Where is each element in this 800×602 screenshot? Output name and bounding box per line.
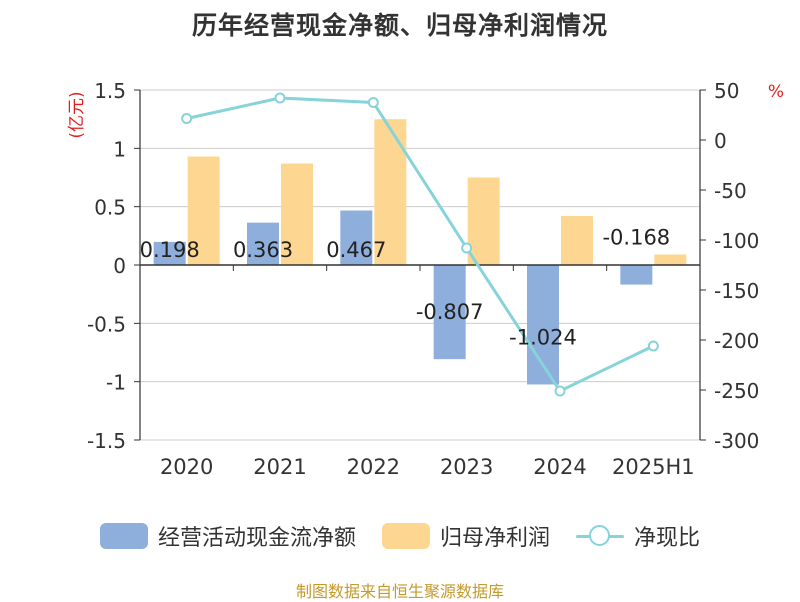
bar-series [153,119,687,385]
x-axis-tick-label: 2023 [440,455,493,479]
left-axis-tick-label: 0.5 [94,196,126,220]
x-axis-tick-label: 2025H1 [612,455,695,479]
bar-cash-flow [620,265,653,285]
legend-item-ratio[interactable]: 净现比 [576,520,700,552]
legend-item-cash[interactable]: 经营活动现金流净额 [99,520,356,552]
left-axis-tick-label: -1.5 [87,429,126,453]
right-axis-unit: % [768,82,784,102]
data-label-cash-flow: -0.168 [602,226,670,250]
x-axis-tick-label: 2020 [160,455,213,479]
right-axis-tick-label: -100 [714,229,759,253]
grid-lines [140,89,700,441]
x-axis-tick-label: 2022 [347,455,400,479]
x-axis-tick-label: 2021 [253,455,306,479]
data-label-cash-flow: -0.807 [416,300,484,324]
data-label-cash-flow: 0.467 [326,238,386,262]
legend-swatch-profit [381,523,430,549]
left-axis-tick-label: 1.5 [94,79,126,103]
bar-cash-flow [340,210,373,265]
ratio-point [554,385,566,397]
ratio-line [181,92,659,397]
bar-net-profit [187,156,220,265]
chart-plot: 1.5 1 0.5 0 -0.5 -1 -1.5 50 0 -50 -100 -150 -200 -250… [67,79,784,479]
right-axis-tick-label: 0 [714,129,727,153]
ratio-point [461,242,473,254]
x-axis-tick-label: 2024 [533,455,586,479]
ratio-point [647,340,659,352]
left-axis-tick-label: -1 [106,371,126,395]
ratio-point [274,92,286,104]
data-label-cash-flow: -1.024 [509,325,577,349]
left-axis-tick-label: -0.5 [87,312,126,336]
bar-cash-flow [153,241,186,265]
chart-title: 历年经营现金净额、归母净利润情况 [191,11,608,40]
bar-cash-flow [247,222,279,265]
data-labels: 0.198 0.363 0.467 -0.807 -1.024 -0.168 [140,226,671,350]
right-axis-tick-label: -250 [714,379,759,403]
bar-cash-flow [433,265,466,360]
bar-net-profit [281,163,313,265]
data-label-cash-flow: 0.363 [233,238,293,262]
legend-swatch-ratio [576,523,624,549]
legend-label-profit: 归母净利润 [439,526,550,551]
data-source-note: 制图数据来自恒生聚源数据库 [295,582,504,601]
legend-swatch-cash [99,523,148,549]
right-axis-tick-label: -300 [714,429,759,453]
ratio-line-path [186,96,654,393]
data-label-cash-flow: 0.198 [140,238,200,262]
ratio-point [181,113,193,124]
chart-legend: 经营活动现金流净额 归母净利润 净现比 [0,516,800,556]
bar-net-profit [654,254,687,265]
right-axis-tick-label: -200 [714,329,759,353]
legend-item-profit[interactable]: 归母净利润 [381,520,550,552]
legend-label-cash: 经营活动现金流净额 [157,526,356,551]
legend-label-ratio: 净现比 [634,526,701,551]
bar-net-profit [467,177,500,265]
bar-net-profit [561,216,593,265]
left-axis-tick-label: 1 [113,137,126,161]
left-axis-tick-label: 0 [113,254,126,278]
right-axis-tick-label: 50 [714,79,739,103]
left-axis-unit: (亿元) [67,91,87,138]
right-axis-tick-label: -150 [714,279,759,303]
right-axis-tick-label: -50 [714,179,747,203]
axes: 1.5 1 0.5 0 -0.5 -1 -1.5 50 0 -50 -100 -150 -200 -250… [87,79,759,479]
ratio-point [367,97,379,108]
